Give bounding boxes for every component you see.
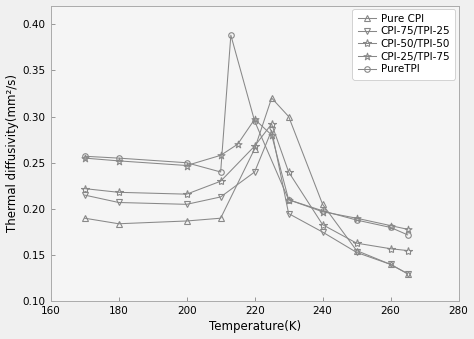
Pure CPI [354, 248, 359, 253]
Pure CPI [405, 272, 410, 276]
Line: CPI-75/TPI-25: CPI-75/TPI-25 [82, 127, 410, 277]
PureTPI [286, 198, 292, 202]
PureTPI [252, 119, 257, 123]
Pure CPI [388, 262, 393, 266]
CPI-75/TPI-25 [184, 202, 190, 206]
CPI-50/TPI-50 [269, 122, 274, 126]
CPI-75/TPI-25 [252, 170, 257, 174]
Y-axis label: Thermal diffusivity(mm²/s): Thermal diffusivity(mm²/s) [6, 75, 18, 233]
CPI-75/TPI-25 [354, 251, 359, 255]
PureTPI [320, 209, 326, 213]
CPI-25/TPI-75 [405, 227, 410, 231]
CPI-25/TPI-75 [184, 163, 190, 167]
CPI-25/TPI-75 [218, 153, 224, 157]
CPI-75/TPI-25 [269, 128, 274, 133]
CPI-50/TPI-50 [388, 247, 393, 251]
CPI-50/TPI-50 [354, 241, 359, 245]
X-axis label: Temperature(K): Temperature(K) [209, 320, 301, 334]
CPI-25/TPI-75 [235, 142, 240, 146]
Pure CPI [286, 115, 292, 119]
CPI-75/TPI-25 [388, 262, 393, 266]
CPI-75/TPI-25 [82, 193, 88, 197]
PureTPI [388, 225, 393, 230]
PureTPI [354, 218, 359, 222]
CPI-50/TPI-50 [82, 186, 88, 191]
Legend: Pure CPI, CPI-75/TPI-25, CPI-50/TPI-50, CPI-25/TPI-75, PureTPI: Pure CPI, CPI-75/TPI-25, CPI-50/TPI-50, … [353, 9, 456, 80]
CPI-25/TPI-75 [320, 210, 326, 214]
CPI-75/TPI-25 [116, 200, 121, 204]
Pure CPI [218, 216, 224, 220]
CPI-50/TPI-50 [116, 190, 121, 194]
Pure CPI [82, 216, 88, 220]
CPI-75/TPI-25 [218, 195, 224, 199]
Line: CPI-25/TPI-75: CPI-25/TPI-75 [81, 116, 411, 233]
PureTPI [116, 156, 121, 160]
CPI-25/TPI-75 [354, 216, 359, 220]
CPI-25/TPI-75 [286, 198, 292, 202]
PureTPI [218, 170, 224, 174]
CPI-50/TPI-50 [218, 179, 224, 183]
PureTPI [82, 154, 88, 158]
CPI-25/TPI-75 [116, 159, 121, 163]
CPI-50/TPI-50 [252, 144, 257, 148]
CPI-50/TPI-50 [405, 248, 410, 253]
CPI-25/TPI-75 [252, 117, 257, 121]
Line: CPI-50/TPI-50: CPI-50/TPI-50 [81, 120, 412, 255]
Line: Pure CPI: Pure CPI [82, 95, 410, 277]
Pure CPI [320, 202, 326, 206]
Pure CPI [269, 96, 274, 100]
PureTPI [184, 161, 190, 165]
Line: PureTPI: PureTPI [82, 32, 410, 238]
Pure CPI [184, 219, 190, 223]
CPI-50/TPI-50 [286, 170, 292, 174]
CPI-25/TPI-75 [82, 156, 88, 160]
CPI-75/TPI-25 [405, 272, 410, 276]
CPI-25/TPI-75 [388, 223, 393, 227]
PureTPI [228, 33, 234, 37]
CPI-50/TPI-50 [184, 192, 190, 196]
CPI-50/TPI-50 [320, 223, 326, 227]
Pure CPI [252, 147, 257, 151]
Pure CPI [116, 222, 121, 226]
CPI-25/TPI-75 [269, 133, 274, 137]
PureTPI [405, 233, 410, 237]
CPI-75/TPI-25 [286, 212, 292, 216]
CPI-75/TPI-25 [320, 230, 326, 234]
